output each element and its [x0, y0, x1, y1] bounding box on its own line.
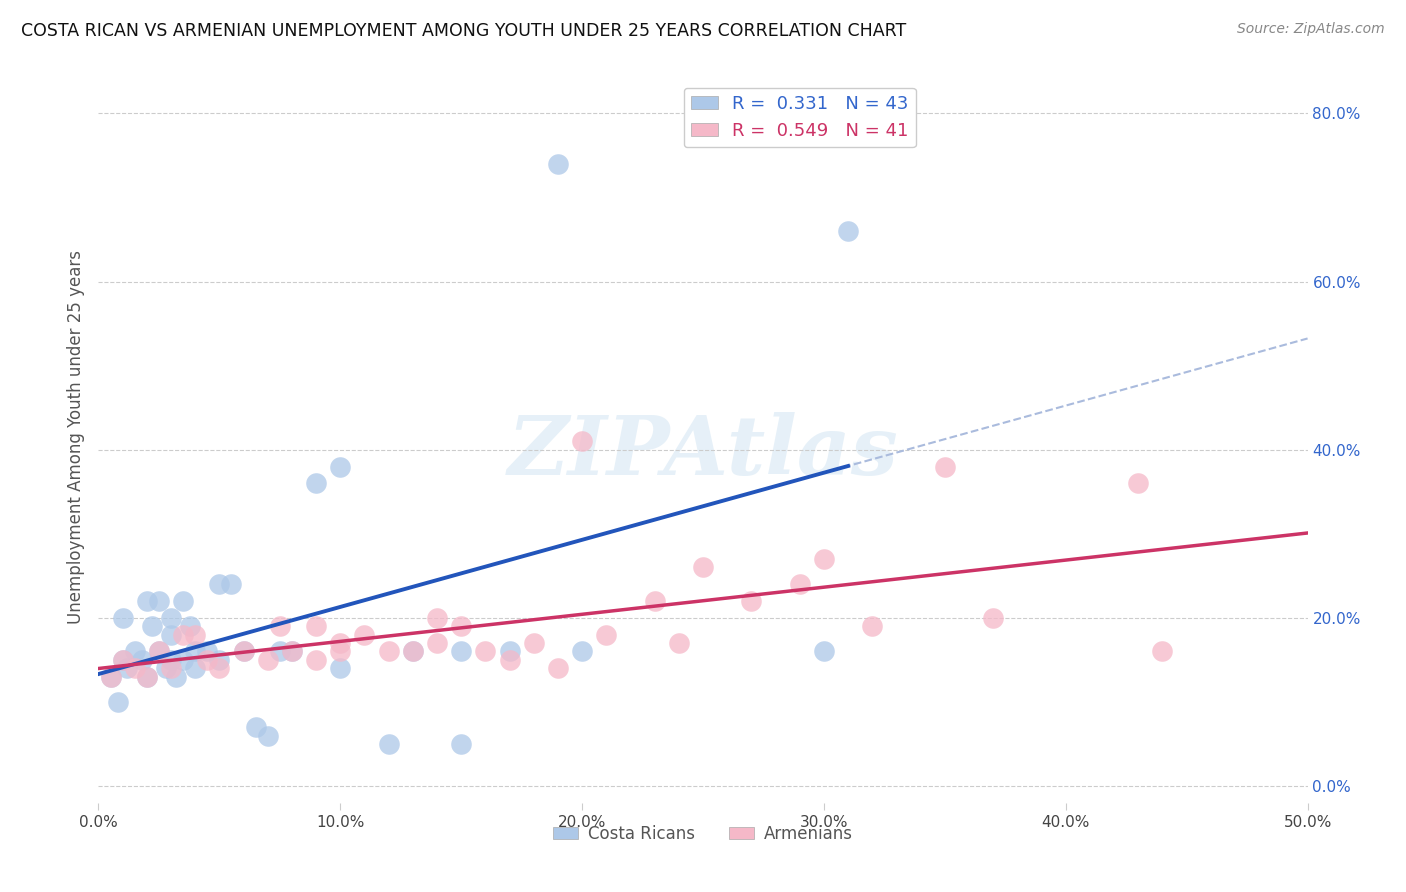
Point: [281, 644, 304, 658]
Point: [450, 737, 472, 751]
Point: [692, 560, 714, 574]
Point: [135, 670, 157, 684]
Point: [148, 594, 170, 608]
Point: [305, 476, 328, 491]
Point: [1128, 476, 1150, 491]
Point: [179, 619, 201, 633]
Point: [305, 653, 328, 667]
Point: [1152, 644, 1174, 658]
Point: [668, 636, 690, 650]
Point: [111, 653, 134, 667]
Point: [160, 653, 183, 667]
Point: [281, 644, 304, 658]
Point: [148, 644, 170, 658]
Point: [208, 661, 231, 675]
Point: [172, 594, 194, 608]
Point: [571, 434, 593, 449]
Point: [789, 577, 811, 591]
Point: [160, 611, 183, 625]
Point: [256, 729, 278, 743]
Point: [474, 644, 496, 658]
Point: [245, 720, 267, 734]
Point: [547, 661, 569, 675]
Point: [135, 670, 157, 684]
Point: [135, 594, 157, 608]
Point: [547, 157, 569, 171]
Point: [131, 653, 153, 667]
Point: [329, 459, 352, 474]
Point: [523, 636, 546, 650]
Point: [155, 661, 177, 675]
Point: [305, 619, 328, 633]
Point: [111, 653, 134, 667]
Point: [195, 644, 218, 658]
Point: [160, 627, 183, 641]
Point: [160, 661, 183, 675]
Point: [117, 661, 139, 675]
Point: [813, 552, 835, 566]
Point: [100, 670, 122, 684]
Point: [426, 611, 449, 625]
Point: [184, 627, 207, 641]
Point: [100, 670, 122, 684]
Point: [165, 670, 187, 684]
Point: [329, 644, 352, 658]
Point: [813, 644, 835, 658]
Point: [172, 627, 194, 641]
Point: [184, 644, 207, 658]
Point: [402, 644, 425, 658]
Point: [377, 644, 399, 658]
Point: [353, 627, 375, 641]
Point: [111, 611, 134, 625]
Point: [644, 594, 666, 608]
Point: [208, 653, 231, 667]
Point: [498, 644, 520, 658]
Point: [450, 644, 472, 658]
Point: [232, 644, 254, 658]
Point: [107, 695, 129, 709]
Point: [208, 577, 231, 591]
Point: [934, 459, 956, 474]
Point: [141, 619, 163, 633]
Point: [837, 224, 859, 238]
Point: [740, 594, 762, 608]
Point: [124, 644, 146, 658]
Point: [426, 636, 449, 650]
Point: [595, 627, 617, 641]
Point: [329, 636, 352, 650]
Point: [256, 653, 278, 667]
Point: [981, 611, 1004, 625]
Point: [269, 644, 291, 658]
Point: [450, 619, 472, 633]
Text: Source: ZipAtlas.com: Source: ZipAtlas.com: [1237, 22, 1385, 37]
Point: [377, 737, 399, 751]
Text: COSTA RICAN VS ARMENIAN UNEMPLOYMENT AMONG YOUTH UNDER 25 YEARS CORRELATION CHAR: COSTA RICAN VS ARMENIAN UNEMPLOYMENT AMO…: [21, 22, 907, 40]
Point: [329, 661, 352, 675]
Legend: Costa Ricans, Armenians: Costa Ricans, Armenians: [547, 818, 859, 849]
Point: [148, 644, 170, 658]
Y-axis label: Unemployment Among Youth under 25 years: Unemployment Among Youth under 25 years: [66, 250, 84, 624]
Point: [402, 644, 425, 658]
Point: [860, 619, 883, 633]
Point: [269, 619, 291, 633]
Point: [124, 661, 146, 675]
Point: [571, 644, 593, 658]
Point: [184, 661, 207, 675]
Point: [195, 653, 218, 667]
Text: ZIPAtlas: ZIPAtlas: [508, 412, 898, 491]
Point: [221, 577, 243, 591]
Point: [232, 644, 254, 658]
Point: [172, 653, 194, 667]
Point: [498, 653, 520, 667]
